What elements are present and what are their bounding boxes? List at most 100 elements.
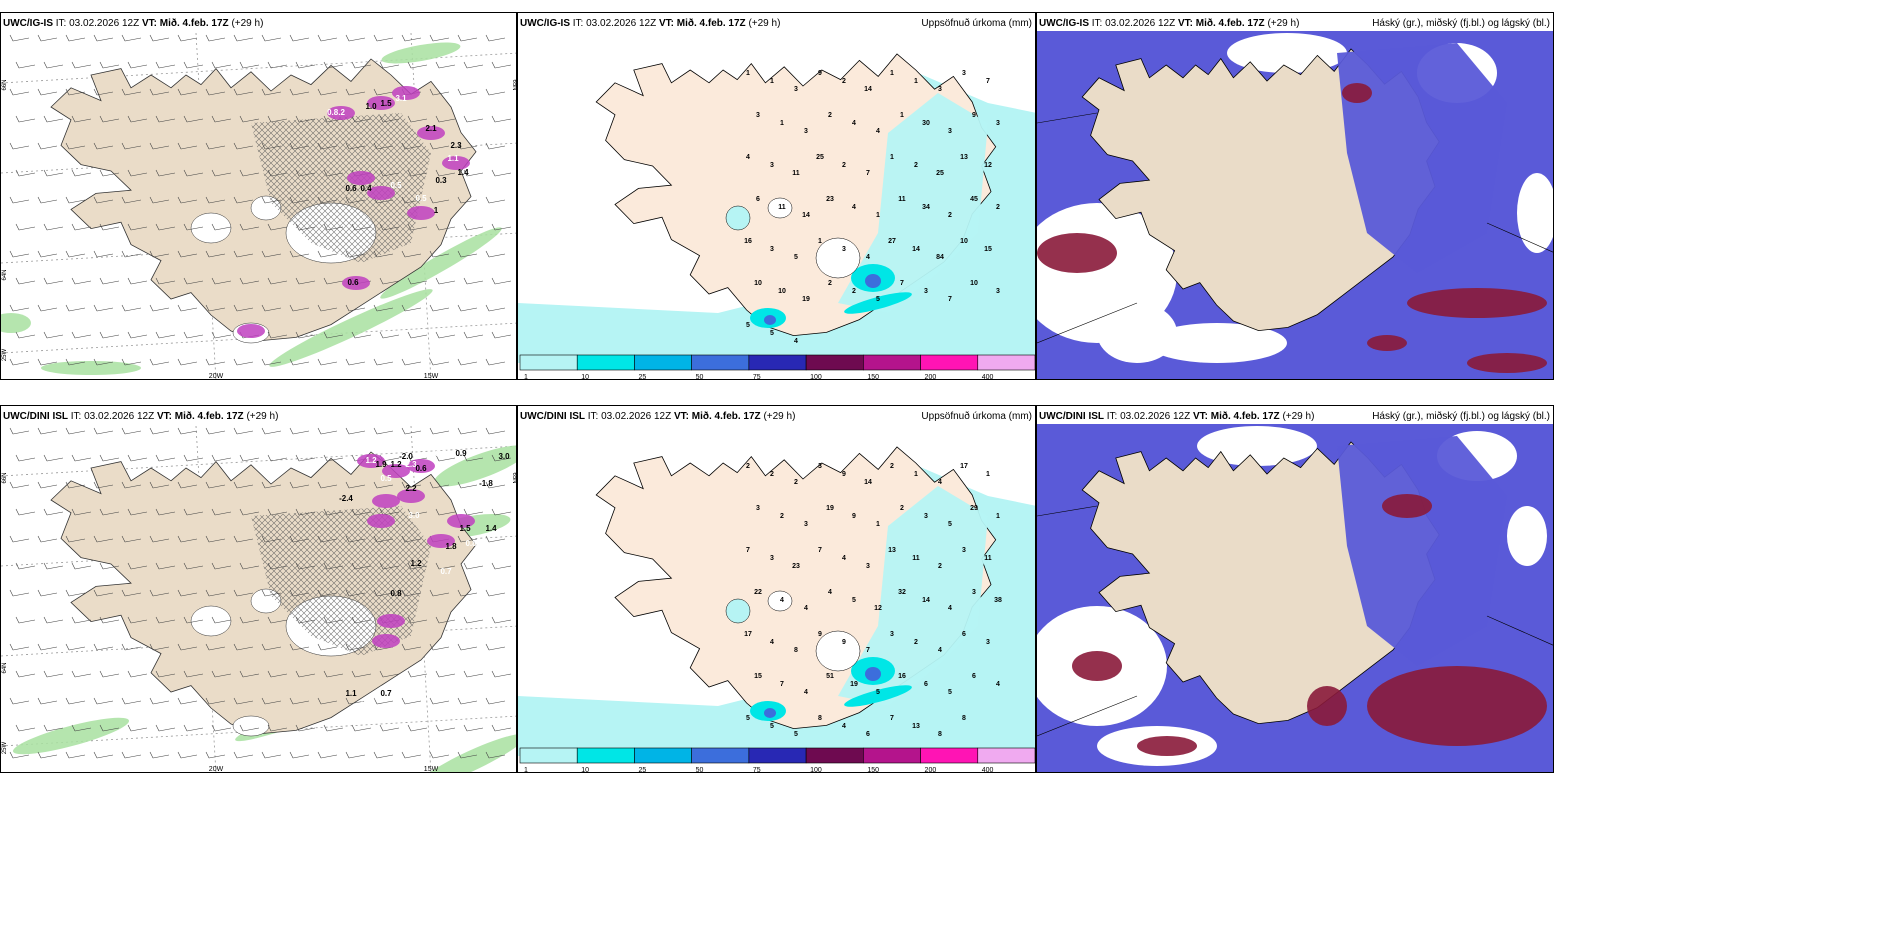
wind-barb [429, 304, 450, 312]
clear-sky [1147, 323, 1287, 363]
wind-barb [261, 88, 282, 96]
wind-barb [183, 169, 204, 177]
precip-value-label: 1 [890, 154, 894, 161]
wind-barb [401, 250, 422, 258]
wind-barb [491, 115, 512, 123]
magenta-patch [342, 276, 370, 290]
wind-barb [351, 562, 372, 570]
wind-barb [93, 196, 114, 204]
precip-value-label: 3 [804, 521, 808, 528]
wind-value-label: 0.5 [390, 181, 402, 190]
wind-barb [373, 304, 394, 312]
precip-value-label: 4 [770, 639, 774, 646]
wind-barb [485, 589, 506, 597]
wind-barb [289, 427, 310, 435]
glacier [190, 212, 232, 244]
wind-barb [345, 643, 366, 651]
wind-barb [261, 697, 282, 705]
wind-barb [177, 196, 198, 204]
precip-value-label: 5 [948, 521, 952, 528]
wind-value-label: 1.2 [390, 460, 402, 469]
wind-barb [323, 223, 344, 231]
wind-layer: 1.21.9 1.2 2.30.6-2.0 1.4 0.9 3.00.5-2.42.23.… [1, 425, 517, 772]
wind-barb [435, 670, 456, 678]
cloud-title: Háský (gr.), miðský (fj.bl.) og lágský (… [1372, 18, 1550, 29]
wind-barb [155, 724, 176, 732]
precip-streak [269, 289, 433, 367]
precip-value-label: 14 [864, 479, 872, 486]
high-cloud [1307, 686, 1347, 726]
precip-streak [416, 734, 516, 772]
precip-value-label: 4 [828, 589, 832, 596]
wind-barb [351, 508, 372, 516]
latitude-line [1, 322, 516, 354]
precip-core-max [764, 315, 776, 325]
wind-barb [261, 481, 282, 489]
wind-barb [345, 697, 366, 705]
wind-barb [261, 643, 282, 651]
wind-barb [289, 196, 310, 204]
wind-barb [401, 358, 422, 366]
wind-barb [149, 250, 170, 258]
wind-barb [317, 88, 338, 96]
wind-barb [463, 670, 484, 678]
precip-value-label: 4 [866, 254, 870, 261]
wind-barb [373, 697, 394, 705]
wind-barb [149, 643, 170, 651]
magenta-patch [427, 534, 455, 548]
wind-barb [149, 589, 170, 597]
wind-barb [177, 481, 198, 489]
wind-barb [485, 481, 506, 489]
init-prefix: IT: [55, 18, 67, 29]
wind-barb [93, 589, 114, 597]
colorbar-segment [977, 747, 1035, 764]
wind-value-label: 0.7 [440, 567, 452, 576]
wind-value-label: 2.2 [405, 484, 417, 493]
wind-barb [205, 427, 226, 435]
wind-barb [261, 142, 282, 150]
wind-barb [435, 169, 456, 177]
magenta-patch [377, 614, 405, 628]
wind-barb [345, 358, 366, 366]
wind-barb [289, 250, 310, 258]
wind-barb [463, 724, 484, 732]
wind-barb [233, 481, 254, 489]
precip-value-label: 6 [962, 631, 966, 638]
wind-barb [93, 535, 114, 543]
init-time: 03.02.2026 12Z [1105, 18, 1176, 29]
wind-barb [295, 223, 316, 231]
wind-barb [149, 196, 170, 204]
wind-barb [407, 724, 428, 732]
precip-value-label: 9 [852, 513, 856, 520]
wind-barb [155, 61, 176, 69]
wind-barb [435, 223, 456, 231]
lat-label: 65N [511, 472, 517, 483]
precip-value-label: 19 [826, 505, 834, 512]
colorbar-segment [634, 354, 692, 371]
magenta-patch [392, 86, 420, 100]
wind-barb [345, 304, 366, 312]
wind-barb [99, 331, 120, 339]
wind-barb [205, 589, 226, 597]
cloud-title: Háský (gr.), miðský (fj.bl.) og lágský (… [1372, 411, 1550, 422]
valid-time: Mið. 4.feb. 17Z [676, 18, 746, 29]
colorbar-label: 10 [581, 767, 589, 773]
wind-barb [177, 250, 198, 258]
wind-barb [65, 250, 86, 258]
precip-value-label: 5 [794, 254, 798, 261]
precip-panel-bottom: 2 2 2 3 9 14 2 1 4 17 1 3 2 3 19 9 1 2 3 5 29 1 7 3 23 7 4 3 13 11 2 3 1… [517, 405, 1036, 773]
wind-barb [323, 670, 344, 678]
wind-barb [457, 88, 478, 96]
wind-barb [407, 277, 428, 285]
precip-value-label: 5 [746, 715, 750, 722]
colorbar-segment [920, 747, 979, 764]
wind-barb [267, 670, 288, 678]
wind-barb [485, 643, 506, 651]
wind-barb [183, 277, 204, 285]
precip-value-label: 3 [996, 288, 1000, 295]
wind-barb [317, 304, 338, 312]
wind-barb [233, 643, 254, 651]
precip-area-inland [838, 486, 988, 706]
wind-barb [261, 427, 282, 435]
wind-barb [491, 616, 512, 624]
